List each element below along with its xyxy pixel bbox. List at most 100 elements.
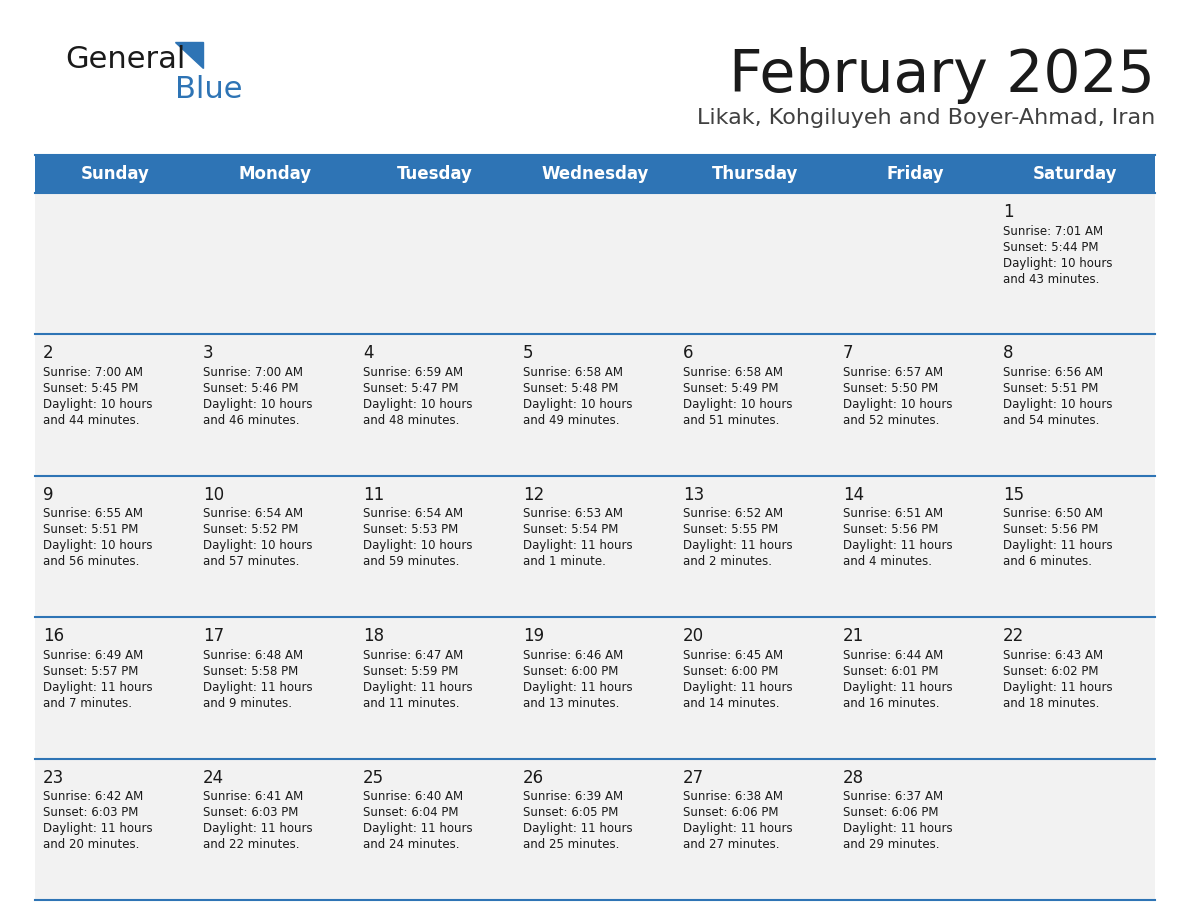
Text: Daylight: 11 hours: Daylight: 11 hours — [203, 681, 312, 694]
Text: Sunrise: 6:42 AM: Sunrise: 6:42 AM — [43, 790, 144, 803]
Text: Sunrise: 6:58 AM: Sunrise: 6:58 AM — [683, 366, 783, 379]
Text: and 43 minutes.: and 43 minutes. — [1003, 273, 1099, 285]
Text: Daylight: 11 hours: Daylight: 11 hours — [683, 540, 792, 553]
Bar — [34, 155, 1155, 193]
Text: and 46 minutes.: and 46 minutes. — [203, 414, 299, 427]
Text: Daylight: 11 hours: Daylight: 11 hours — [523, 681, 633, 694]
Text: Sunrise: 6:46 AM: Sunrise: 6:46 AM — [523, 649, 624, 662]
Text: and 9 minutes.: and 9 minutes. — [203, 697, 292, 710]
Text: Daylight: 11 hours: Daylight: 11 hours — [1003, 681, 1113, 694]
Text: Wednesday: Wednesday — [542, 165, 649, 183]
Text: Daylight: 11 hours: Daylight: 11 hours — [1003, 540, 1113, 553]
Text: 5: 5 — [523, 344, 533, 363]
Text: 9: 9 — [43, 486, 53, 504]
Text: Sunset: 6:06 PM: Sunset: 6:06 PM — [843, 806, 939, 819]
Text: 6: 6 — [683, 344, 694, 363]
Text: and 20 minutes.: and 20 minutes. — [43, 838, 139, 851]
Text: Daylight: 10 hours: Daylight: 10 hours — [364, 540, 473, 553]
Text: Sunset: 5:51 PM: Sunset: 5:51 PM — [43, 523, 138, 536]
Text: Sunset: 5:56 PM: Sunset: 5:56 PM — [1003, 523, 1099, 536]
Text: 16: 16 — [43, 627, 64, 645]
Text: Daylight: 11 hours: Daylight: 11 hours — [43, 823, 152, 835]
Bar — [34, 476, 1155, 617]
Text: 1: 1 — [1003, 203, 1013, 221]
Text: Sunrise: 6:58 AM: Sunrise: 6:58 AM — [523, 366, 623, 379]
Text: Daylight: 11 hours: Daylight: 11 hours — [523, 823, 633, 835]
Text: Daylight: 10 hours: Daylight: 10 hours — [1003, 257, 1112, 270]
Text: Daylight: 11 hours: Daylight: 11 hours — [523, 540, 633, 553]
Text: Sunset: 5:47 PM: Sunset: 5:47 PM — [364, 382, 459, 395]
Text: Sunrise: 6:45 AM: Sunrise: 6:45 AM — [683, 649, 783, 662]
Text: Sunset: 5:50 PM: Sunset: 5:50 PM — [843, 382, 939, 395]
Text: and 13 minutes.: and 13 minutes. — [523, 697, 619, 710]
Text: and 48 minutes.: and 48 minutes. — [364, 414, 460, 427]
Text: 13: 13 — [683, 486, 704, 504]
Text: Sunrise: 6:54 AM: Sunrise: 6:54 AM — [364, 508, 463, 521]
Text: Sunrise: 7:01 AM: Sunrise: 7:01 AM — [1003, 225, 1104, 238]
Text: Sunset: 5:52 PM: Sunset: 5:52 PM — [203, 523, 298, 536]
Text: 23: 23 — [43, 768, 64, 787]
Text: Daylight: 11 hours: Daylight: 11 hours — [683, 823, 792, 835]
Text: Monday: Monday — [239, 165, 311, 183]
Text: and 4 minutes.: and 4 minutes. — [843, 555, 933, 568]
Polygon shape — [175, 42, 203, 68]
Text: 26: 26 — [523, 768, 544, 787]
Text: Sunday: Sunday — [81, 165, 150, 183]
Text: Sunrise: 6:38 AM: Sunrise: 6:38 AM — [683, 790, 783, 803]
Text: 28: 28 — [843, 768, 864, 787]
Text: and 52 minutes.: and 52 minutes. — [843, 414, 940, 427]
Text: 7: 7 — [843, 344, 853, 363]
Text: 25: 25 — [364, 768, 384, 787]
Text: and 59 minutes.: and 59 minutes. — [364, 555, 460, 568]
Text: Sunset: 6:06 PM: Sunset: 6:06 PM — [683, 806, 778, 819]
Text: Sunrise: 6:40 AM: Sunrise: 6:40 AM — [364, 790, 463, 803]
Text: Daylight: 11 hours: Daylight: 11 hours — [683, 681, 792, 694]
Text: Sunrise: 7:00 AM: Sunrise: 7:00 AM — [43, 366, 143, 379]
Text: Sunset: 5:58 PM: Sunset: 5:58 PM — [203, 665, 298, 677]
Text: Sunrise: 6:56 AM: Sunrise: 6:56 AM — [1003, 366, 1104, 379]
Text: 15: 15 — [1003, 486, 1024, 504]
Text: Daylight: 11 hours: Daylight: 11 hours — [843, 540, 953, 553]
Text: Sunset: 6:01 PM: Sunset: 6:01 PM — [843, 665, 939, 677]
Text: Tuesday: Tuesday — [397, 165, 473, 183]
Text: Sunrise: 6:55 AM: Sunrise: 6:55 AM — [43, 508, 143, 521]
Text: Sunrise: 6:54 AM: Sunrise: 6:54 AM — [203, 508, 303, 521]
Text: and 57 minutes.: and 57 minutes. — [203, 555, 299, 568]
Text: Sunset: 5:49 PM: Sunset: 5:49 PM — [683, 382, 778, 395]
Text: 14: 14 — [843, 486, 864, 504]
Text: Sunrise: 6:59 AM: Sunrise: 6:59 AM — [364, 366, 463, 379]
Text: Sunrise: 6:52 AM: Sunrise: 6:52 AM — [683, 508, 783, 521]
Bar — [34, 193, 1155, 334]
Text: Sunset: 5:46 PM: Sunset: 5:46 PM — [203, 382, 298, 395]
Text: Sunrise: 6:57 AM: Sunrise: 6:57 AM — [843, 366, 943, 379]
Text: Daylight: 11 hours: Daylight: 11 hours — [364, 681, 473, 694]
Text: Sunset: 6:03 PM: Sunset: 6:03 PM — [203, 806, 298, 819]
Text: 22: 22 — [1003, 627, 1024, 645]
Text: 24: 24 — [203, 768, 225, 787]
Text: Sunrise: 6:39 AM: Sunrise: 6:39 AM — [523, 790, 624, 803]
Text: and 24 minutes.: and 24 minutes. — [364, 838, 460, 851]
Text: 11: 11 — [364, 486, 384, 504]
Text: and 6 minutes.: and 6 minutes. — [1003, 555, 1092, 568]
Text: Daylight: 10 hours: Daylight: 10 hours — [364, 398, 473, 411]
Text: and 14 minutes.: and 14 minutes. — [683, 697, 779, 710]
Text: Daylight: 11 hours: Daylight: 11 hours — [43, 681, 152, 694]
Text: Sunset: 5:57 PM: Sunset: 5:57 PM — [43, 665, 138, 677]
Text: Sunrise: 6:41 AM: Sunrise: 6:41 AM — [203, 790, 303, 803]
Text: Sunset: 6:00 PM: Sunset: 6:00 PM — [523, 665, 619, 677]
Text: and 27 minutes.: and 27 minutes. — [683, 838, 779, 851]
Text: Sunset: 6:04 PM: Sunset: 6:04 PM — [364, 806, 459, 819]
Text: Sunset: 5:56 PM: Sunset: 5:56 PM — [843, 523, 939, 536]
Text: Sunset: 5:54 PM: Sunset: 5:54 PM — [523, 523, 619, 536]
Text: and 49 minutes.: and 49 minutes. — [523, 414, 619, 427]
Text: and 7 minutes.: and 7 minutes. — [43, 697, 132, 710]
Text: Sunset: 5:55 PM: Sunset: 5:55 PM — [683, 523, 778, 536]
Text: Sunset: 5:51 PM: Sunset: 5:51 PM — [1003, 382, 1099, 395]
Text: 8: 8 — [1003, 344, 1013, 363]
Text: and 1 minute.: and 1 minute. — [523, 555, 606, 568]
Text: 10: 10 — [203, 486, 225, 504]
Text: General: General — [65, 46, 185, 74]
Text: 3: 3 — [203, 344, 214, 363]
Text: 27: 27 — [683, 768, 704, 787]
Text: Friday: Friday — [886, 165, 943, 183]
